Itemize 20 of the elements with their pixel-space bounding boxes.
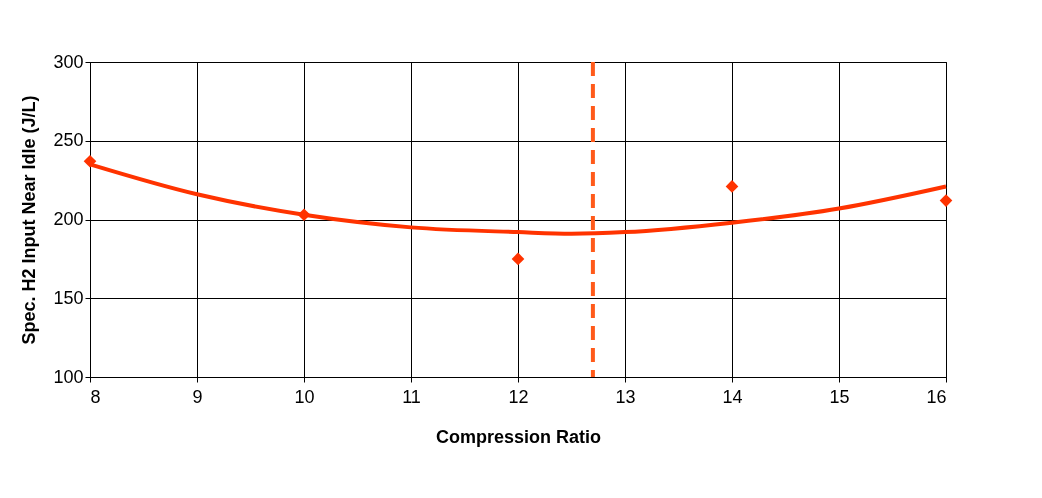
y-tick-label: 100 bbox=[53, 366, 84, 387]
y-tick-label: 150 bbox=[53, 287, 84, 308]
x-tick-label: 14 bbox=[722, 386, 743, 407]
y-axis-title: Spec. H2 Input Near Idle (J/L) bbox=[19, 95, 40, 345]
y-tick-label: 200 bbox=[53, 209, 84, 229]
x-tick-label: 15 bbox=[829, 386, 850, 407]
x-tick-label: 16 bbox=[926, 386, 947, 407]
x-tick-label: 10 bbox=[294, 386, 315, 407]
x-tick-label: 9 bbox=[192, 386, 203, 407]
y-tick-label: 250 bbox=[53, 130, 84, 151]
point bbox=[511, 252, 525, 266]
x-tick-label: 12 bbox=[508, 386, 529, 407]
point bbox=[939, 194, 953, 207]
point bbox=[725, 180, 739, 193]
x-tick-label: 13 bbox=[615, 386, 636, 407]
x-tick-label: 11 bbox=[402, 386, 421, 407]
x-tick-label: 8 bbox=[90, 386, 101, 407]
y-tick-label: 300 bbox=[53, 51, 84, 72]
x-axis-title: Compression Ratio bbox=[435, 426, 602, 447]
point bbox=[83, 154, 97, 168]
